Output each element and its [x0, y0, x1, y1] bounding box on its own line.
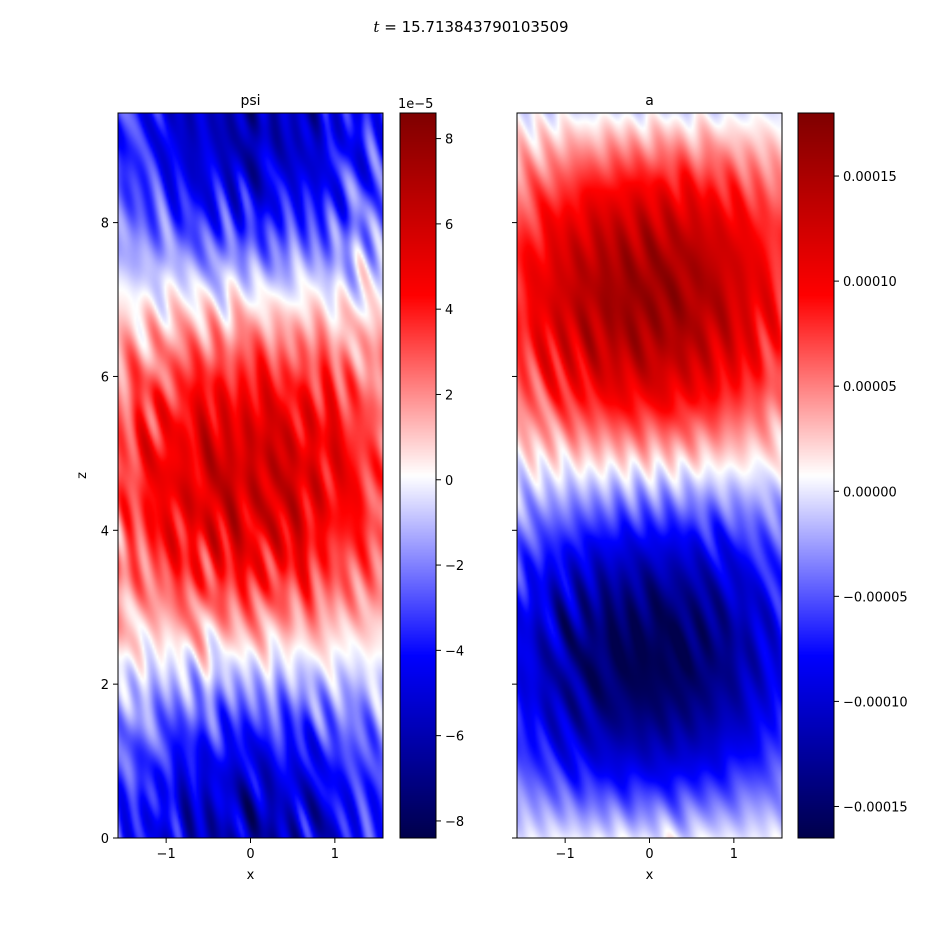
x-tick-label: −1: [157, 847, 176, 862]
x-tick-label: 0: [645, 847, 653, 862]
suptitle-value: 15.713843790103509: [402, 18, 569, 36]
colorbar-tick-label: −2: [445, 559, 464, 574]
x-tick-label: −1: [556, 847, 575, 862]
colorbar-tick-label: −4: [445, 644, 464, 659]
psi-heatmap: [118, 113, 383, 838]
colorbar-tick-label: 0: [445, 474, 453, 489]
a-x-axis-label: x: [646, 868, 654, 883]
psi-y-axis-label: z: [75, 472, 90, 479]
colorbar-tick-label: −0.00010: [843, 695, 908, 710]
y-tick-label: 2: [101, 678, 109, 693]
colorbar-tick-label: −0.00015: [843, 800, 908, 815]
a-heatmap: [517, 113, 782, 838]
psi-colorbar: [400, 113, 436, 838]
colorbar-tick-label: 8: [445, 133, 453, 148]
colorbar-tick-label: 0.00010: [843, 275, 897, 290]
suptitle: t = 15.713843790103509: [373, 18, 568, 36]
x-tick-label: 0: [246, 847, 254, 862]
y-tick-label: 6: [101, 370, 109, 385]
x-tick-label: 1: [730, 847, 738, 862]
colorbar-tick-label: −0.00005: [843, 590, 908, 605]
colorbar-tick-label: 0.00005: [843, 380, 897, 395]
psi-x-axis-label: x: [247, 868, 255, 883]
a-colorbar: [798, 113, 834, 838]
colorbar-tick-label: 2: [445, 388, 453, 403]
colorbar-tick-label: 0.00015: [843, 170, 897, 185]
colorbar-tick-label: 0.00000: [843, 485, 897, 500]
a-panel: a x −1 0 1 −0.00015 −0.00010 −0.00005 0.00000 0…: [512, 93, 908, 883]
psi-panel: psi x z 1e−5 −1 0 1 0 2 4 6 8 −8 −6 −4 −2 0 2 4 6 8: [75, 93, 464, 883]
a-title: a: [645, 93, 654, 109]
y-tick-label: 4: [101, 524, 109, 539]
suptitle-symbol: t: [373, 18, 380, 36]
psi-colorbar-offset: 1e−5: [398, 97, 433, 112]
colorbar-tick-label: 4: [445, 303, 453, 318]
colorbar-frame: [797, 112, 835, 839]
colorbar-tick-label: −6: [445, 730, 464, 745]
x-tick-label: 1: [331, 847, 339, 862]
colorbar-frame: [399, 112, 437, 839]
colorbar-tick-label: 6: [445, 218, 453, 233]
y-tick-label: 8: [101, 217, 109, 232]
y-tick-label: 0: [101, 832, 109, 847]
psi-title: psi: [240, 93, 260, 109]
suptitle-equals: =: [379, 18, 401, 36]
colorbar-tick-label: −8: [445, 815, 464, 830]
